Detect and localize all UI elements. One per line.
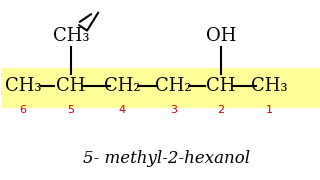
Text: CH: CH [56,77,86,95]
Text: 5- methyl-2-hexanol: 5- methyl-2-hexanol [83,150,250,167]
Text: OH: OH [206,27,236,45]
Text: CH: CH [206,77,236,95]
Text: CH₃: CH₃ [53,27,89,45]
Text: CH₂: CH₂ [155,77,192,95]
Text: 2: 2 [218,105,225,115]
Text: 5: 5 [68,105,75,115]
Text: CH₃: CH₃ [5,77,42,95]
FancyBboxPatch shape [1,68,320,108]
Text: CH₂: CH₂ [104,77,140,95]
Text: CH₃: CH₃ [251,77,287,95]
Text: 6: 6 [20,105,27,115]
Text: 3: 3 [170,105,177,115]
Text: 4: 4 [119,105,126,115]
Text: 1: 1 [266,105,272,115]
